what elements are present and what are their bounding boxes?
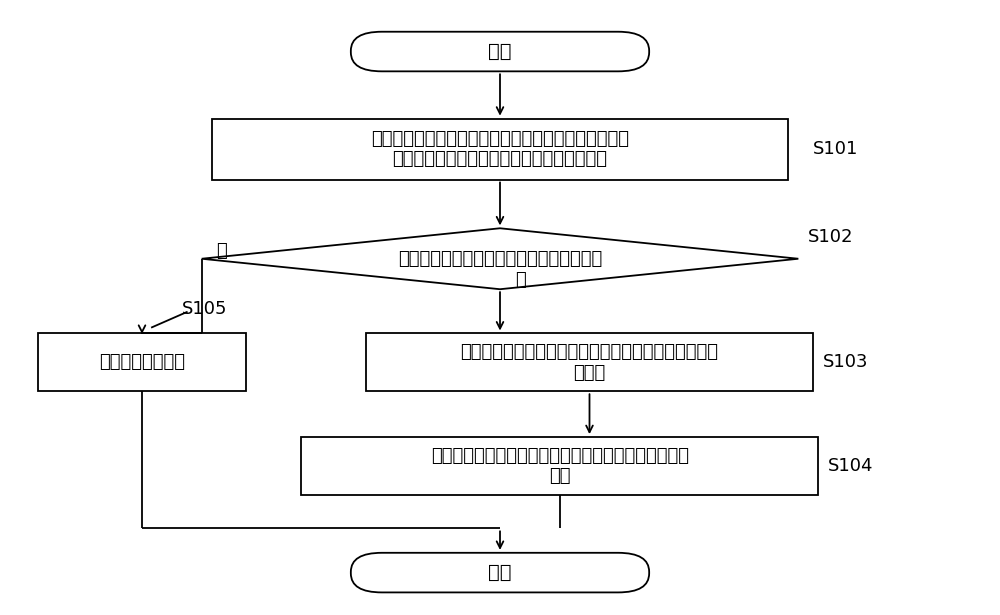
Text: 开始: 开始 [488,42,512,61]
Text: 根据接收到的文件查询指令确定目标文件目录，并查询
所述目标文件目录中所有文件的原始链表结构: 根据接收到的文件查询指令确定目标文件目录，并查询 所述目标文件目录中所有文件的原… [371,130,629,169]
Text: S104: S104 [828,457,874,475]
Bar [366,333,813,391]
Text: S105: S105 [182,300,227,318]
Bar [301,437,818,495]
Text: S102: S102 [808,228,854,247]
Bar [212,119,788,180]
Text: 否: 否 [217,242,227,260]
Bar [38,333,246,391]
Text: S103: S103 [823,354,869,371]
FancyBboxPatch shape [351,553,649,592]
Polygon shape [202,228,798,289]
Text: 返回原始链表结构: 返回原始链表结构 [99,354,185,371]
FancyBboxPatch shape [351,32,649,71]
Text: 调用文件过滤驱动修改所述原始链表结构，得到目标链
表结构: 调用文件过滤驱动修改所述原始链表结构，得到目标链 表结构 [460,343,718,382]
Text: 将所述目标链表结构作为所述文件查询指令对应的查询
结果: 将所述目标链表结构作为所述文件查询指令对应的查询 结果 [431,446,689,485]
Text: 是: 是 [515,271,526,289]
Text: 结束: 结束 [488,563,512,582]
Text: 判断所述目标文件目录中是否包括诱饵文件: 判断所述目标文件目录中是否包括诱饵文件 [398,250,602,268]
Text: S101: S101 [813,140,859,158]
